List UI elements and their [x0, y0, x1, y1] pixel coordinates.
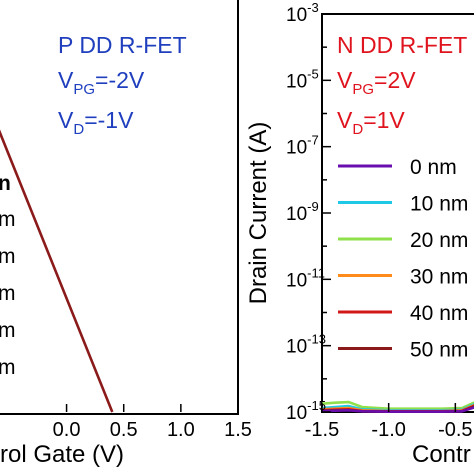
right-legend-label-2: 20 nm	[410, 229, 468, 252]
right-series-group	[321, 400, 474, 413]
right-y-tick-label-5: 10-13	[286, 332, 326, 358]
right-title-line-3: VD=1V	[337, 107, 405, 138]
right-legend-label-1: 10 nm	[410, 193, 468, 216]
left-legend-partial: n	[0, 172, 11, 195]
left-x-tick-label-1: 0.5	[110, 419, 138, 441]
right-y-tick-label-0: 10-3	[286, 0, 319, 26]
right-legend-label-4: 40 nm	[410, 302, 468, 325]
right-legend-label-5: 50 nm	[410, 339, 468, 362]
left-title-line-2: VPG=-2V	[58, 67, 145, 98]
right-title-line-2: VPG=2V	[337, 67, 416, 98]
right-title-line-1: N DD R-FET	[337, 32, 467, 58]
right-legend-label-3: 30 nm	[410, 266, 468, 289]
left-series-group	[0, 129, 114, 413]
right-x-axis-label: Contr	[412, 441, 471, 468]
right-legend: 0 nm 10 nm 20 nm 30 nm 40 nm 50 nm	[338, 156, 468, 362]
right-x-tick-label-1: -1.0	[371, 419, 405, 441]
left-title-line-3: VD=-1V	[58, 107, 134, 138]
left-legend-label-2: m	[0, 282, 16, 305]
left-plot-frame	[0, 0, 239, 415]
right-y-tick-label-2: 10-7	[286, 133, 319, 159]
left-title-line-1: P DD R-FET	[58, 32, 187, 58]
right-y-tick-label-4: 10-11	[286, 265, 325, 291]
left-x-axis-label: rol Gate (V)	[0, 441, 124, 468]
left-x-tick-label-2: 1.0	[167, 419, 195, 441]
left-legend-label-4: m	[0, 356, 16, 379]
right-y-axis-label: Drain Current (A)	[245, 122, 272, 305]
right-x-axis: -1.5 -1.0 -0.5	[305, 403, 473, 441]
left-annotation: P DD R-FET VPG=-2V VD=-1V	[58, 32, 187, 138]
right-annotation: N DD R-FET VPG=2V VD=1V	[337, 32, 467, 138]
right-y-tick-label-3: 10-9	[286, 199, 319, 225]
right-y-axis: 10-3 10-5 10-7 10-9 10-11 10-13 10-15	[286, 0, 331, 424]
left-x-axis: 0.0 0.5 1.0 1.5	[53, 404, 252, 441]
right-legend-label-0: 0 nm	[410, 156, 457, 179]
left-series-line-0	[0, 129, 114, 413]
right-x-tick-label-0: -1.5	[305, 419, 339, 441]
right-panel: N DD R-FET VPG=2V VD=1V 0 nm 10 nm 20 nm 30…	[245, 0, 474, 468]
left-legend-label-3: m	[0, 319, 16, 342]
left-x-tick-label-3: 1.5	[224, 419, 252, 441]
left-legend-label-1: m	[0, 245, 16, 268]
left-legend-label-0: m	[0, 208, 16, 231]
left-x-tick-label-0: 0.0	[53, 419, 81, 441]
right-y-tick-label-1: 10-5	[286, 66, 319, 92]
right-x-tick-label-2: -0.5	[438, 419, 472, 441]
right-y-tick-label-6: 10-15	[286, 398, 326, 424]
